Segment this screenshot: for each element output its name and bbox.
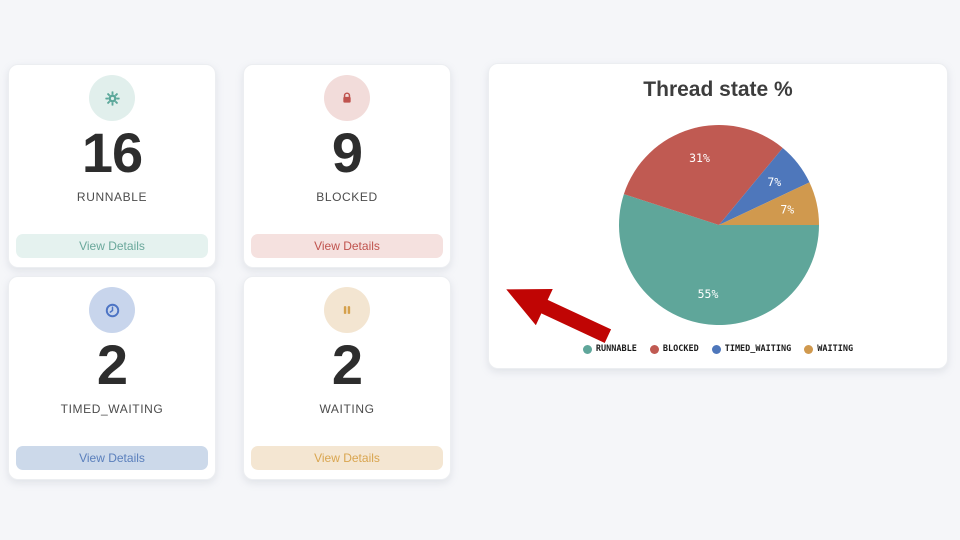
pie-slice-WAITING[interactable] <box>719 182 819 225</box>
chart-title: Thread state % <box>643 78 793 101</box>
view-details-button[interactable]: View Details <box>16 446 208 470</box>
view-details-button[interactable]: View Details <box>16 234 208 258</box>
legend-item-TIMED_WAITING[interactable]: TIMED_WAITING <box>711 344 792 354</box>
stat-label: WAITING <box>319 402 375 416</box>
view-details-button[interactable]: View Details <box>251 234 443 258</box>
pie-slice-label-BLOCKED: 31% <box>689 151 710 165</box>
clock-icon <box>105 303 119 317</box>
stat-card-waiting: 2 WAITING View Details <box>243 276 451 480</box>
pie-slice-TIMED_WAITING[interactable] <box>719 147 810 225</box>
stat-value: 2 <box>331 333 363 396</box>
stat-label: TIMED_WAITING <box>60 402 164 416</box>
thread-state-pie-chart: 55% 31% 7% 7% <box>619 125 819 325</box>
legend-item-WAITING[interactable]: WAITING <box>804 344 853 354</box>
pause-icon <box>343 306 351 314</box>
legend-label: TIMED_WAITING <box>724 344 792 354</box>
stat-cards-grid: 16 RUNNABLE View Details 9 BLOCKED View … <box>8 64 451 480</box>
legend-item-BLOCKED[interactable]: BLOCKED <box>649 344 699 354</box>
legend-label: BLOCKED <box>662 344 699 354</box>
thread-state-chart-card: Thread state % 55% 31% 7% 7% RUNNABLE BLOCKE… <box>488 63 948 369</box>
pie-slice-label-WAITING: 7% <box>780 203 794 217</box>
legend-label: WAITING <box>817 344 854 354</box>
lock-icon <box>343 92 351 103</box>
legend-label: RUNNABLE <box>595 344 637 354</box>
legend-item-RUNNABLE[interactable]: RUNNABLE <box>582 344 637 354</box>
stat-card-runnable: 16 RUNNABLE View Details <box>8 64 216 268</box>
pie-slice-BLOCKED[interactable] <box>623 125 783 225</box>
icon-circle <box>89 287 135 333</box>
stat-label: RUNNABLE <box>76 190 148 204</box>
stat-card-blocked: 9 BLOCKED View Details <box>243 64 451 268</box>
stat-value: 9 <box>331 121 363 184</box>
stat-card-timed-waiting: 2 TIMED_WAITING View Details <box>8 276 216 480</box>
pie-slice-label-RUNNABLE: 55% <box>698 287 719 301</box>
icon-circle <box>89 75 135 121</box>
stat-value: 16 <box>81 121 143 184</box>
gear-icon <box>104 90 120 106</box>
stat-label: BLOCKED <box>316 190 378 204</box>
legend-dot <box>649 344 659 354</box>
icon-circle <box>324 287 370 333</box>
legend-dot <box>804 344 814 354</box>
pie-slice-RUNNABLE[interactable] <box>619 194 819 325</box>
chart-legend: RUNNABLE BLOCKED TIMED_WAITING WAITING <box>489 344 947 354</box>
icon-circle <box>324 75 370 121</box>
pie-slice-label-TIMED_WAITING: 7% <box>767 175 781 189</box>
legend-dot <box>582 344 592 354</box>
stat-value: 2 <box>96 333 128 396</box>
legend-dot <box>711 344 721 354</box>
view-details-button[interactable]: View Details <box>251 446 443 470</box>
